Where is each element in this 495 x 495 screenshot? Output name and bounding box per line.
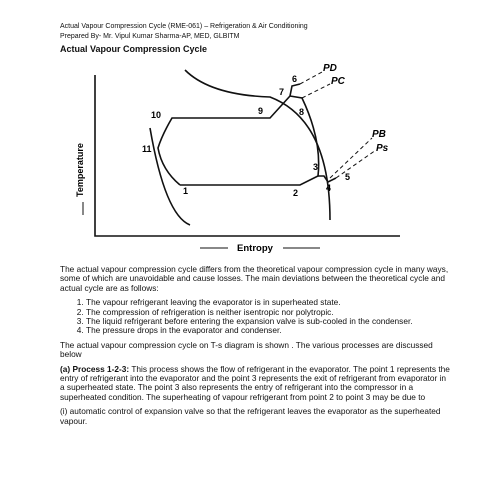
ts-diagram: 1 2 3 4 5 6 7 8 9 10 11 PD PC PB Ps Temp… (75, 63, 400, 254)
header-line: Actual Vapour Compression Cycle (RME-061… (60, 23, 308, 30)
list-item: The pressure drops in the evaporator and… (86, 326, 450, 336)
point-label: 11 (142, 144, 152, 154)
list-item: The compression of refrigeration is neit… (86, 307, 450, 317)
pressure-label: PC (331, 76, 346, 87)
saturation-dome (149, 69, 331, 226)
point-label: 3 (313, 162, 318, 172)
point-label: 2 (293, 188, 298, 198)
paragraph: (a) Process 1-2-3: This process shows th… (60, 363, 450, 403)
pressure-drop (318, 175, 337, 184)
cycle (157, 83, 320, 186)
pressure-lines (299, 71, 377, 179)
list-item: The vapour refrigerant leaving the evapo… (86, 297, 450, 307)
header-line: Prepared By- Mr. Vipul Kumar Sharma-AP, … (60, 33, 240, 40)
pressure-label: PD (323, 63, 337, 74)
heading: Actual Vapour Compression Cycle (60, 44, 208, 54)
body-text: The actual vapour compression cycle diff… (60, 264, 450, 431)
point-label: 1 (183, 186, 188, 196)
pressure-label: Ps (376, 143, 389, 154)
point-label: 6 (292, 74, 297, 84)
y-axis-label: Temperature (75, 143, 85, 197)
point-label: 7 (279, 87, 284, 97)
point-label: 9 (258, 106, 263, 116)
pressure-label: PB (372, 129, 386, 140)
paragraph: The actual vapour compression cycle diff… (60, 264, 449, 293)
paragraph: (i) automatic control of expansion valve… (60, 406, 441, 426)
list-item: The liquid refrigerant before entering t… (86, 316, 450, 326)
process-text: This process shows the flow of refrigera… (60, 363, 450, 402)
point-label: 5 (345, 172, 350, 182)
axes (94, 75, 400, 237)
process-title: (a) Process 1-2-3: (60, 363, 130, 374)
x-axis-label: Entropy (237, 243, 274, 254)
point-label: 8 (299, 107, 304, 117)
point-label: 10 (151, 110, 161, 120)
list: The vapour refrigerant leaving the evapo… (60, 297, 450, 336)
paragraph: The actual vapour compression cycle on T… (60, 339, 433, 360)
point-label: 4 (326, 183, 331, 193)
